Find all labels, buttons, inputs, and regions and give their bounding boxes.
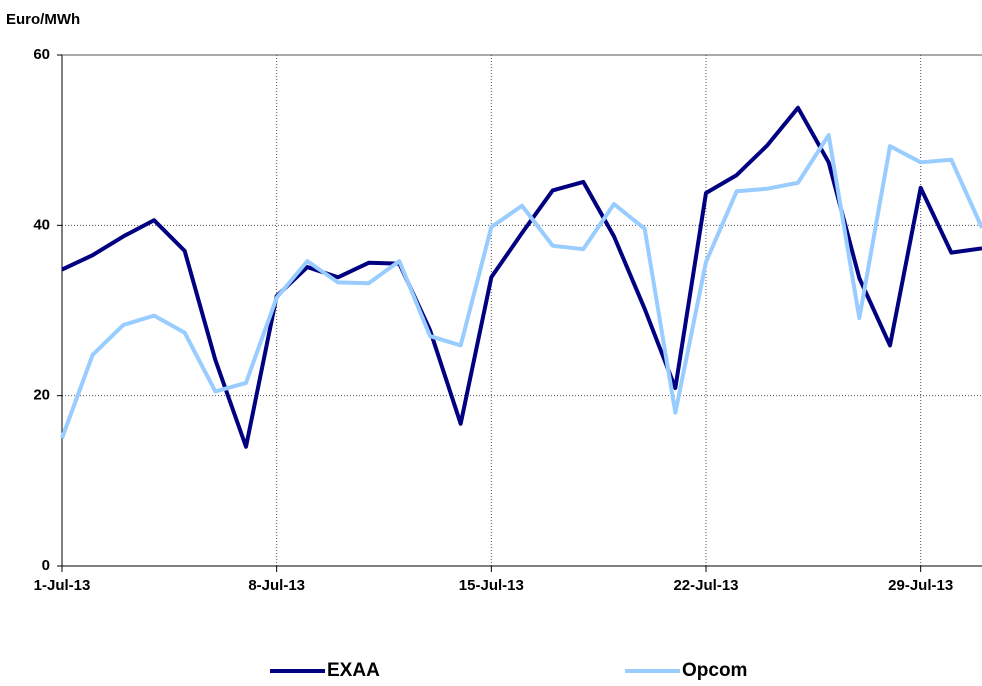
- x-tick-label: 22-Jul-13: [673, 577, 738, 594]
- y-axis-label: Euro/MWh: [6, 11, 80, 28]
- y-tick-label: 20: [33, 387, 50, 404]
- legend-label: Opcom: [682, 660, 747, 681]
- x-tick-label: 1-Jul-13: [34, 577, 91, 594]
- line-series: [60, 133, 982, 439]
- x-tick-label: 29-Jul-13: [888, 577, 953, 594]
- x-tick-label: 15-Jul-13: [459, 577, 524, 594]
- line-series: [61, 105, 982, 449]
- y-tick-label: 0: [42, 557, 50, 574]
- y-tick-label: 60: [33, 46, 50, 63]
- x-tick-label: 8-Jul-13: [248, 577, 305, 594]
- legend-label: EXAA: [327, 660, 380, 681]
- y-tick-label: 40: [33, 216, 50, 233]
